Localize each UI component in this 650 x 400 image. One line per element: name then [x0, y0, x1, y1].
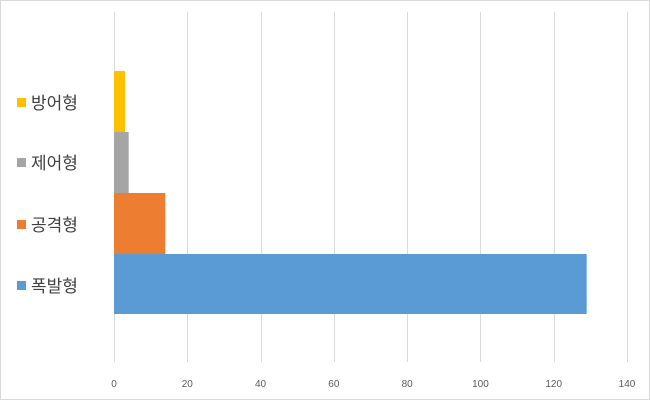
x-tick-label: 100	[472, 379, 489, 390]
bar-4	[114, 71, 125, 132]
x-tick-label: 140	[619, 379, 636, 390]
legend-swatch	[17, 281, 26, 290]
x-tick-label: 120	[545, 379, 562, 390]
legend-label: 제어형	[31, 154, 78, 174]
x-tick-label: 80	[402, 379, 414, 390]
legend-label: 공격형	[31, 216, 78, 236]
x-tick-label: 40	[255, 379, 267, 390]
legend-swatch	[17, 158, 26, 167]
x-tick-label: 0	[111, 379, 117, 390]
legend-label: 방어형	[31, 94, 78, 114]
legend-swatch	[17, 220, 26, 229]
bar-1	[114, 254, 587, 314]
bar-3	[114, 132, 129, 193]
x-tick-label: 60	[328, 379, 340, 390]
bars	[114, 71, 587, 314]
x-axis-ticks: 0 20 40 60 80 100 120 140	[111, 379, 636, 390]
bar-2	[114, 193, 166, 254]
legend-swatch	[17, 98, 26, 107]
legend-label: 폭발형	[31, 277, 78, 297]
x-tick-label: 20	[182, 379, 194, 390]
